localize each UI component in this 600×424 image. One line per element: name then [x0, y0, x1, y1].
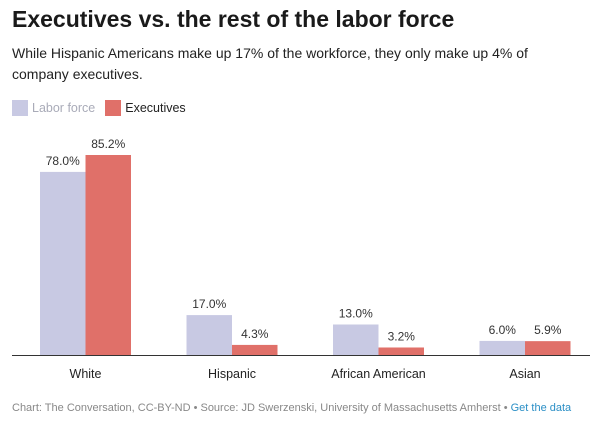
data-label-executives-hispanic: 4.3% [241, 327, 269, 341]
legend-swatch-executives [105, 100, 122, 116]
legend-item-executives[interactable]: Executives [105, 100, 186, 116]
bar-labor-force-asian[interactable] [479, 340, 526, 355]
x-tick-label-white: White [70, 367, 102, 381]
legend-label-executives: Executives [125, 101, 186, 115]
data-label-labor-force-asian: 6.0% [489, 323, 517, 337]
legend: Labor force Executives [12, 100, 196, 116]
data-label-labor-force-hispanic: 17.0% [192, 297, 226, 311]
data-label-labor-force-white: 78.0% [46, 154, 80, 168]
chart-subtitle: While Hispanic Americans make up 17% of … [12, 45, 528, 82]
get-the-data-link[interactable]: Get the data [510, 402, 572, 414]
x-tick-label-hispanic: Hispanic [208, 367, 256, 381]
legend-label-labor-force: Labor force [32, 101, 96, 115]
bar-labor-force-hispanic[interactable] [186, 315, 233, 355]
legend-swatch-labor-force [12, 100, 28, 116]
x-tick-label-asian: Asian [509, 367, 540, 381]
data-label-executives-african-american: 3.2% [388, 329, 416, 343]
data-label-executives-asian: 5.9% [534, 323, 562, 337]
bar-labor-force-white[interactable] [40, 171, 86, 355]
footer-credit: Chart: The Conversation, CC-BY-ND • Sour… [12, 402, 511, 414]
bar-executives-white[interactable] [85, 155, 132, 355]
x-tick-label-african-american: African American [331, 367, 426, 381]
bar-executives-hispanic[interactable] [232, 344, 278, 355]
data-label-labor-force-african-american: 13.0% [339, 306, 373, 320]
bar-labor-force-african-american[interactable] [333, 324, 379, 355]
data-label-executives-white: 85.2% [91, 137, 125, 151]
legend-item-labor-force[interactable]: Labor force [12, 100, 95, 116]
bar-executives-asian[interactable] [525, 341, 571, 355]
bar-executives-african-american[interactable] [378, 347, 425, 355]
chart-title: Executives vs. the rest of the labor for… [12, 6, 455, 32]
chart-footer: Chart: The Conversation, CC-BY-ND • Sour… [12, 402, 571, 414]
